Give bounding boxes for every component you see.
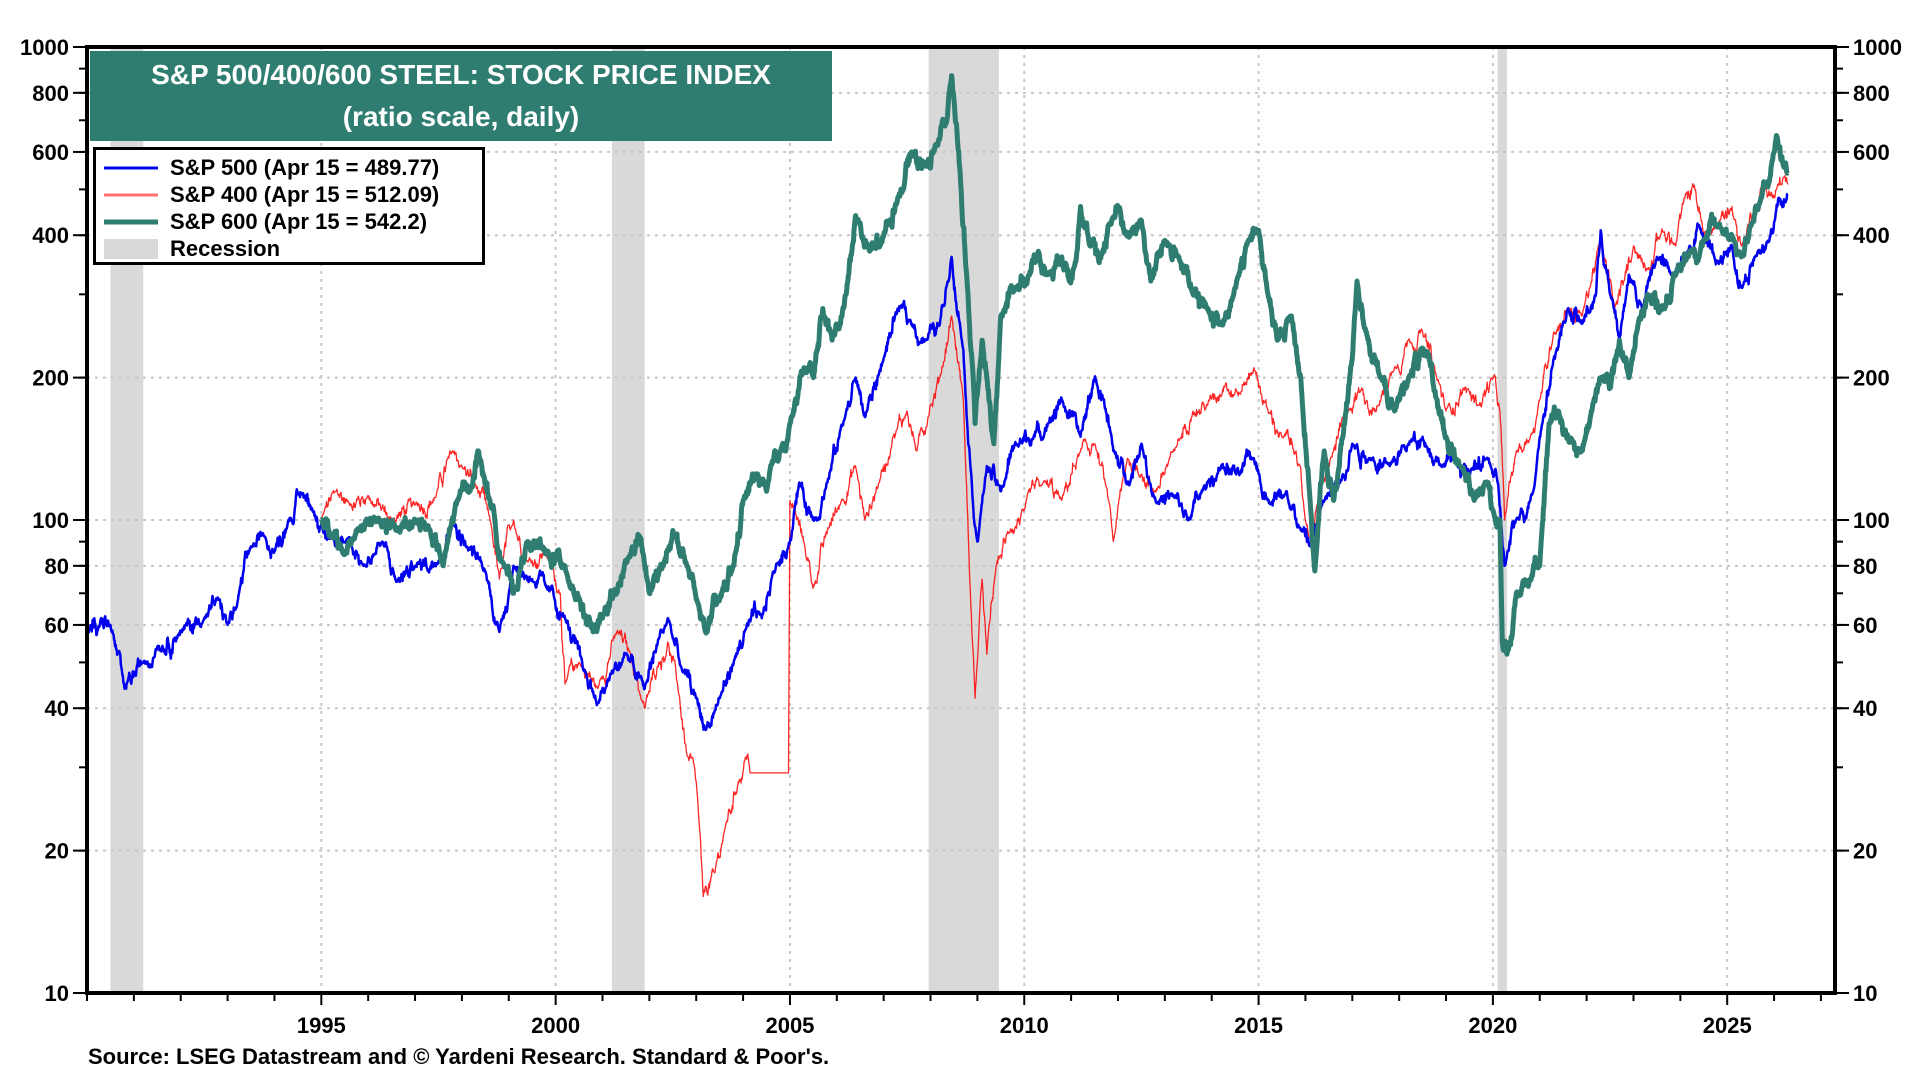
legend-label-sp600: S&P 600 (Apr 15 = 542.2) [170, 208, 428, 234]
y-tick-label-left: 100 [32, 508, 69, 533]
legend-swatch-sp500 [104, 166, 158, 169]
x-tick-label: 2010 [1000, 1013, 1049, 1038]
y-tick-label-left: 800 [32, 81, 69, 106]
legend-swatch-recession [104, 238, 158, 259]
x-tick-label: 2020 [1468, 1013, 1517, 1038]
y-tick-label-right: 200 [1853, 366, 1890, 391]
y-tick-label-left: 20 [45, 839, 69, 864]
y-tick-label-right: 80 [1853, 554, 1877, 579]
y-axis-left: 10 20 40 60 80 100 200 400 600 800 1000 [20, 35, 87, 1006]
y-tick-label-left: 80 [45, 554, 69, 579]
recession-band [928, 47, 999, 993]
y-tick-label-right: 400 [1853, 223, 1890, 248]
chart-title-box: S&P 500/400/600 STEEL: STOCK PRICE INDEX… [90, 51, 832, 141]
chart-title: S&P 500/400/600 STEEL: STOCK PRICE INDEX [151, 59, 771, 90]
y-tick-label-left: 1000 [20, 35, 69, 60]
chart-subtitle: (ratio scale, daily) [342, 101, 580, 132]
y-tick-label-left: 10 [45, 981, 69, 1006]
series-line-sp400 [320, 175, 1789, 898]
x-tick-label: 1995 [297, 1013, 346, 1038]
legend-label-sp400: S&P 400 (Apr 15 = 512.09) [170, 181, 440, 207]
x-axis: 1995 2000 2005 2010 2015 2020 2025 [86, 993, 1822, 1038]
y-tick-label-right: 60 [1853, 613, 1877, 638]
y-tick-label-right: 100 [1853, 508, 1890, 533]
y-tick-label-right: 600 [1853, 140, 1890, 165]
x-tick-label: 2015 [1234, 1013, 1283, 1038]
legend-item-recession: Recession [104, 235, 482, 262]
legend-item-sp500: S&P 500 (Apr 15 = 489.77) [104, 154, 482, 181]
source-note: Source: LSEG Datastream and © Yardeni Re… [88, 1044, 830, 1069]
legend-swatch-sp400 [104, 193, 158, 196]
legend-item-sp600: S&P 600 (Apr 15 = 542.2) [104, 208, 482, 235]
y-tick-label-left: 600 [32, 140, 69, 165]
y-tick-label-right: 800 [1853, 81, 1890, 106]
legend: S&P 500 (Apr 15 = 489.77) S&P 400 (Apr 1… [93, 147, 485, 265]
y-axis-right: 10 20 40 60 80 100 200 400 600 800 1000 [1835, 35, 1902, 1006]
y-tick-label-left: 200 [32, 366, 69, 391]
legend-item-sp400: S&P 400 (Apr 15 = 512.09) [104, 181, 482, 208]
x-tick-label: 2000 [531, 1013, 580, 1038]
x-tick-label: 2005 [765, 1013, 814, 1038]
series-line-sp600 [319, 73, 1790, 657]
y-tick-label-right: 1000 [1853, 35, 1902, 60]
y-tick-label-left: 60 [45, 613, 69, 638]
series-lines [85, 73, 1790, 898]
legend-swatch-sp600 [104, 219, 158, 224]
x-tick-label: 2025 [1703, 1013, 1752, 1038]
y-tick-label-right: 10 [1853, 981, 1877, 1006]
legend-label-sp500: S&P 500 (Apr 15 = 489.77) [170, 154, 440, 180]
y-tick-label-left: 400 [32, 223, 69, 248]
y-tick-label-right: 40 [1853, 696, 1877, 721]
legend-label-recession: Recession [170, 235, 281, 261]
y-tick-label-right: 20 [1853, 839, 1877, 864]
series-line-sp500 [85, 192, 1789, 732]
y-tick-label-left: 40 [45, 696, 69, 721]
